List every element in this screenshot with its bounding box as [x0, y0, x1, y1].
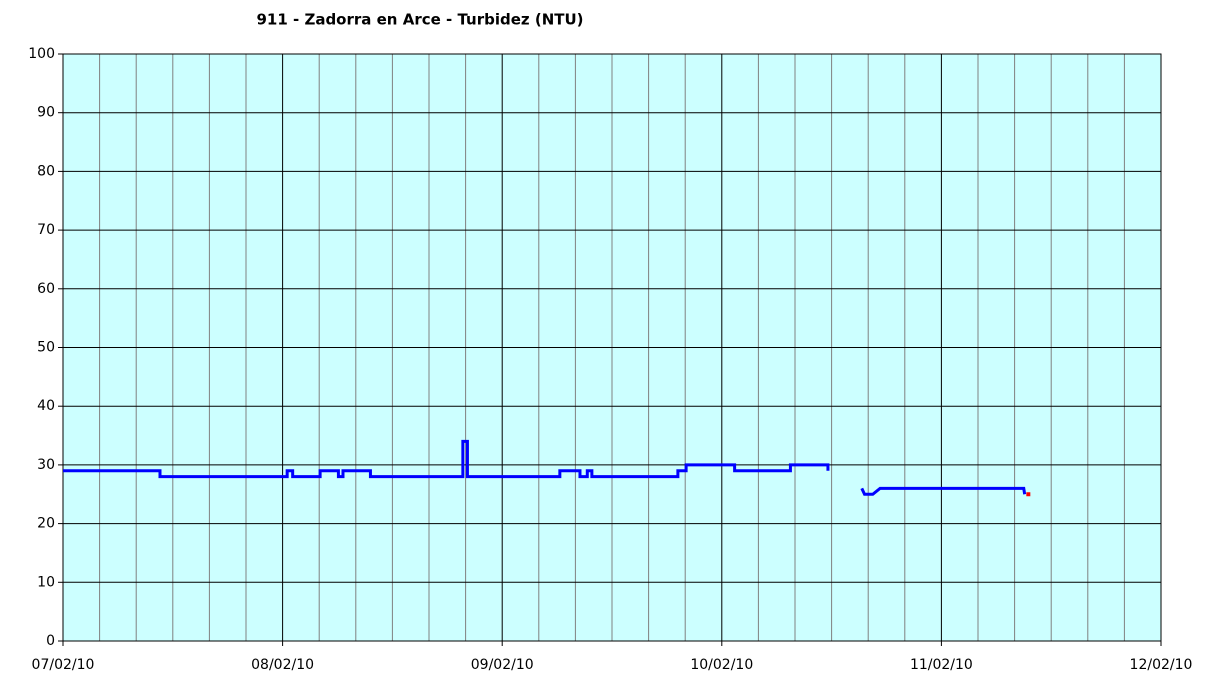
y-tick-label: 40	[37, 398, 55, 414]
data-point	[1026, 492, 1031, 497]
x-tick-label: 07/02/10	[32, 657, 95, 673]
y-tick-label: 90	[37, 105, 55, 121]
y-tick-label: 20	[37, 516, 55, 532]
y-tick-label: 70	[37, 222, 55, 238]
y-tick-label: 30	[37, 457, 55, 473]
y-tick-label: 100	[28, 46, 55, 62]
y-tick-label: 50	[37, 340, 55, 356]
y-tick-label: 10	[37, 574, 55, 590]
y-tick-label: 60	[37, 281, 55, 297]
x-tick-label: 09/02/10	[471, 657, 534, 673]
y-tick-label: 80	[37, 163, 55, 179]
data-line	[63, 439, 1027, 496]
x-tick-label: 11/02/10	[910, 657, 973, 673]
x-tick-label: 08/02/10	[251, 657, 314, 673]
x-tick-label: 12/02/10	[1130, 657, 1193, 673]
chart-title: 911 - Zadorra en Arce - Turbidez (NTU)	[256, 11, 583, 29]
x-tick-label: 10/02/10	[690, 657, 753, 673]
y-tick-label: 0	[46, 633, 55, 649]
